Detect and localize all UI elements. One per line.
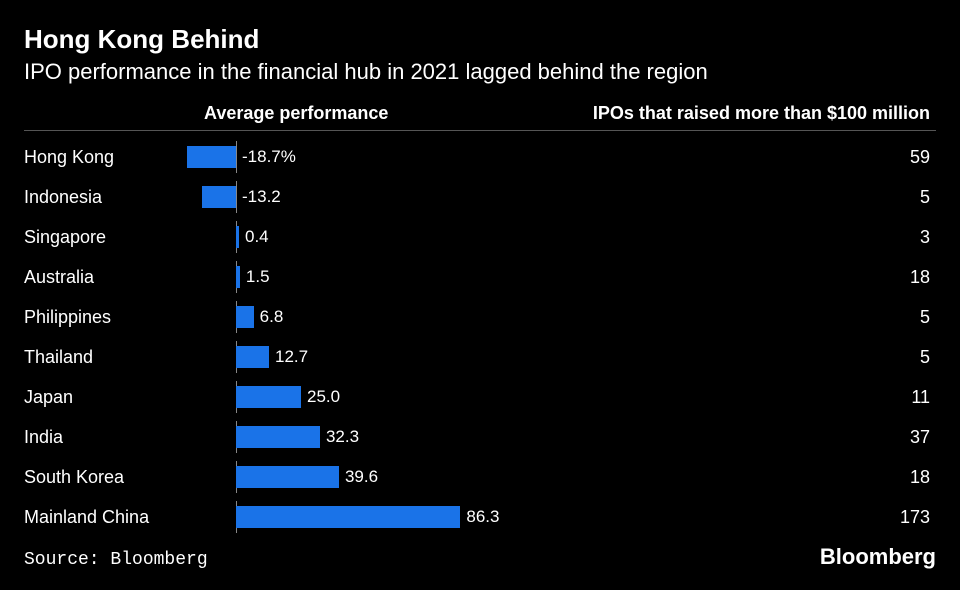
bar-value: 25.0 [307, 387, 340, 407]
row-bar-cell: 39.6 [174, 463, 524, 491]
zero-axis [236, 181, 237, 213]
row-count: 18 [524, 467, 936, 488]
row-count: 173 [524, 507, 936, 528]
bar [236, 226, 239, 248]
table-row: Indonesia -13.2 5 [24, 177, 936, 217]
table-row: India 32.3 37 [24, 417, 936, 457]
row-label: Philippines [24, 307, 174, 328]
row-label: Mainland China [24, 507, 174, 528]
chart-title: Hong Kong Behind [24, 24, 936, 55]
bar [236, 266, 240, 288]
row-label: Indonesia [24, 187, 174, 208]
table-row: Singapore 0.4 3 [24, 217, 936, 257]
brand-logo: Bloomberg [820, 544, 936, 570]
table-row: Japan 25.0 11 [24, 377, 936, 417]
bar [236, 426, 320, 448]
bar-value: 39.6 [345, 467, 378, 487]
bar-value: 6.8 [260, 307, 284, 327]
chart-subtitle: IPO performance in the financial hub in … [24, 59, 936, 85]
row-bar-cell: -18.7% [174, 143, 524, 171]
source-text: Source: Bloomberg [24, 550, 208, 570]
row-bar-cell: -13.2 [174, 183, 524, 211]
bar-value: 32.3 [326, 427, 359, 447]
bar [236, 506, 460, 528]
row-count: 5 [524, 187, 936, 208]
bar [236, 466, 339, 488]
row-count: 5 [524, 307, 936, 328]
table-row: Australia 1.5 18 [24, 257, 936, 297]
bar [236, 306, 254, 328]
column-headers: Average performance IPOs that raised mor… [24, 103, 936, 131]
header-count: IPOs that raised more than $100 million [524, 103, 936, 124]
row-bar-cell: 25.0 [174, 383, 524, 411]
bar [236, 346, 269, 368]
bar-value: 86.3 [466, 507, 499, 527]
header-label-col [24, 103, 174, 124]
table-row: Hong Kong -18.7% 59 [24, 137, 936, 177]
table-row: Philippines 6.8 5 [24, 297, 936, 337]
bar [187, 146, 236, 168]
chart-rows: Hong Kong -18.7% 59 Indonesia -13.2 5 Singapor… [24, 137, 936, 537]
row-label: Singapore [24, 227, 174, 248]
bar-value: 1.5 [246, 267, 270, 287]
table-row: Thailand 12.7 5 [24, 337, 936, 377]
row-count: 37 [524, 427, 936, 448]
zero-axis [236, 141, 237, 173]
row-count: 59 [524, 147, 936, 168]
row-bar-cell: 86.3 [174, 503, 524, 531]
row-label: Thailand [24, 347, 174, 368]
row-label: Hong Kong [24, 147, 174, 168]
bar-value: -13.2 [242, 187, 281, 207]
row-count: 11 [524, 387, 936, 408]
row-bar-cell: 12.7 [174, 343, 524, 371]
chart-container: Hong Kong Behind IPO performance in the … [0, 0, 960, 590]
row-label: South Korea [24, 467, 174, 488]
row-count: 5 [524, 347, 936, 368]
row-bar-cell: 0.4 [174, 223, 524, 251]
row-label: Japan [24, 387, 174, 408]
row-label: Australia [24, 267, 174, 288]
row-count: 18 [524, 267, 936, 288]
footer: Source: Bloomberg Bloomberg [24, 544, 936, 570]
bar [236, 386, 301, 408]
row-bar-cell: 6.8 [174, 303, 524, 331]
row-bar-cell: 1.5 [174, 263, 524, 291]
bar [202, 186, 236, 208]
table-row: South Korea 39.6 18 [24, 457, 936, 497]
bar-value: 0.4 [245, 227, 269, 247]
row-bar-cell: 32.3 [174, 423, 524, 451]
table-row: Mainland China 86.3 173 [24, 497, 936, 537]
row-count: 3 [524, 227, 936, 248]
bar-value: -18.7% [242, 147, 296, 167]
bar-value: 12.7 [275, 347, 308, 367]
header-performance: Average performance [174, 103, 524, 124]
row-label: India [24, 427, 174, 448]
